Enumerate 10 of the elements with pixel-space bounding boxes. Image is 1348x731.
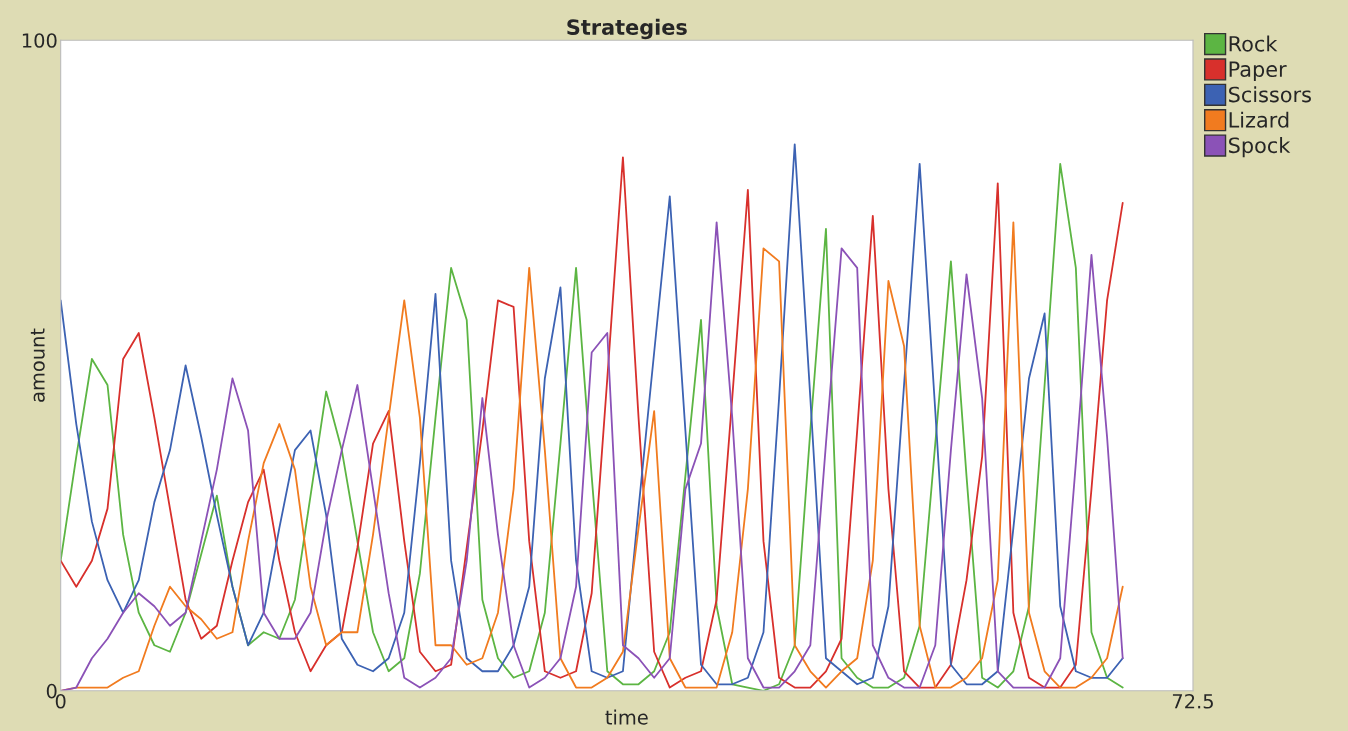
legend-label: Spock xyxy=(1229,137,1291,158)
legend-label: Rock xyxy=(1229,35,1278,52)
legend-label: Scissors xyxy=(1229,86,1311,103)
y-axis-title: amount xyxy=(30,328,45,402)
legend-label: Lizard xyxy=(1229,111,1289,128)
legend-label: Paper xyxy=(1229,61,1287,82)
y-tick-label: 100 xyxy=(22,33,57,48)
x-tick-label: 72.5 xyxy=(1172,693,1213,709)
chart-title: Strategies xyxy=(567,18,687,40)
x-axis-title: time xyxy=(605,709,648,725)
